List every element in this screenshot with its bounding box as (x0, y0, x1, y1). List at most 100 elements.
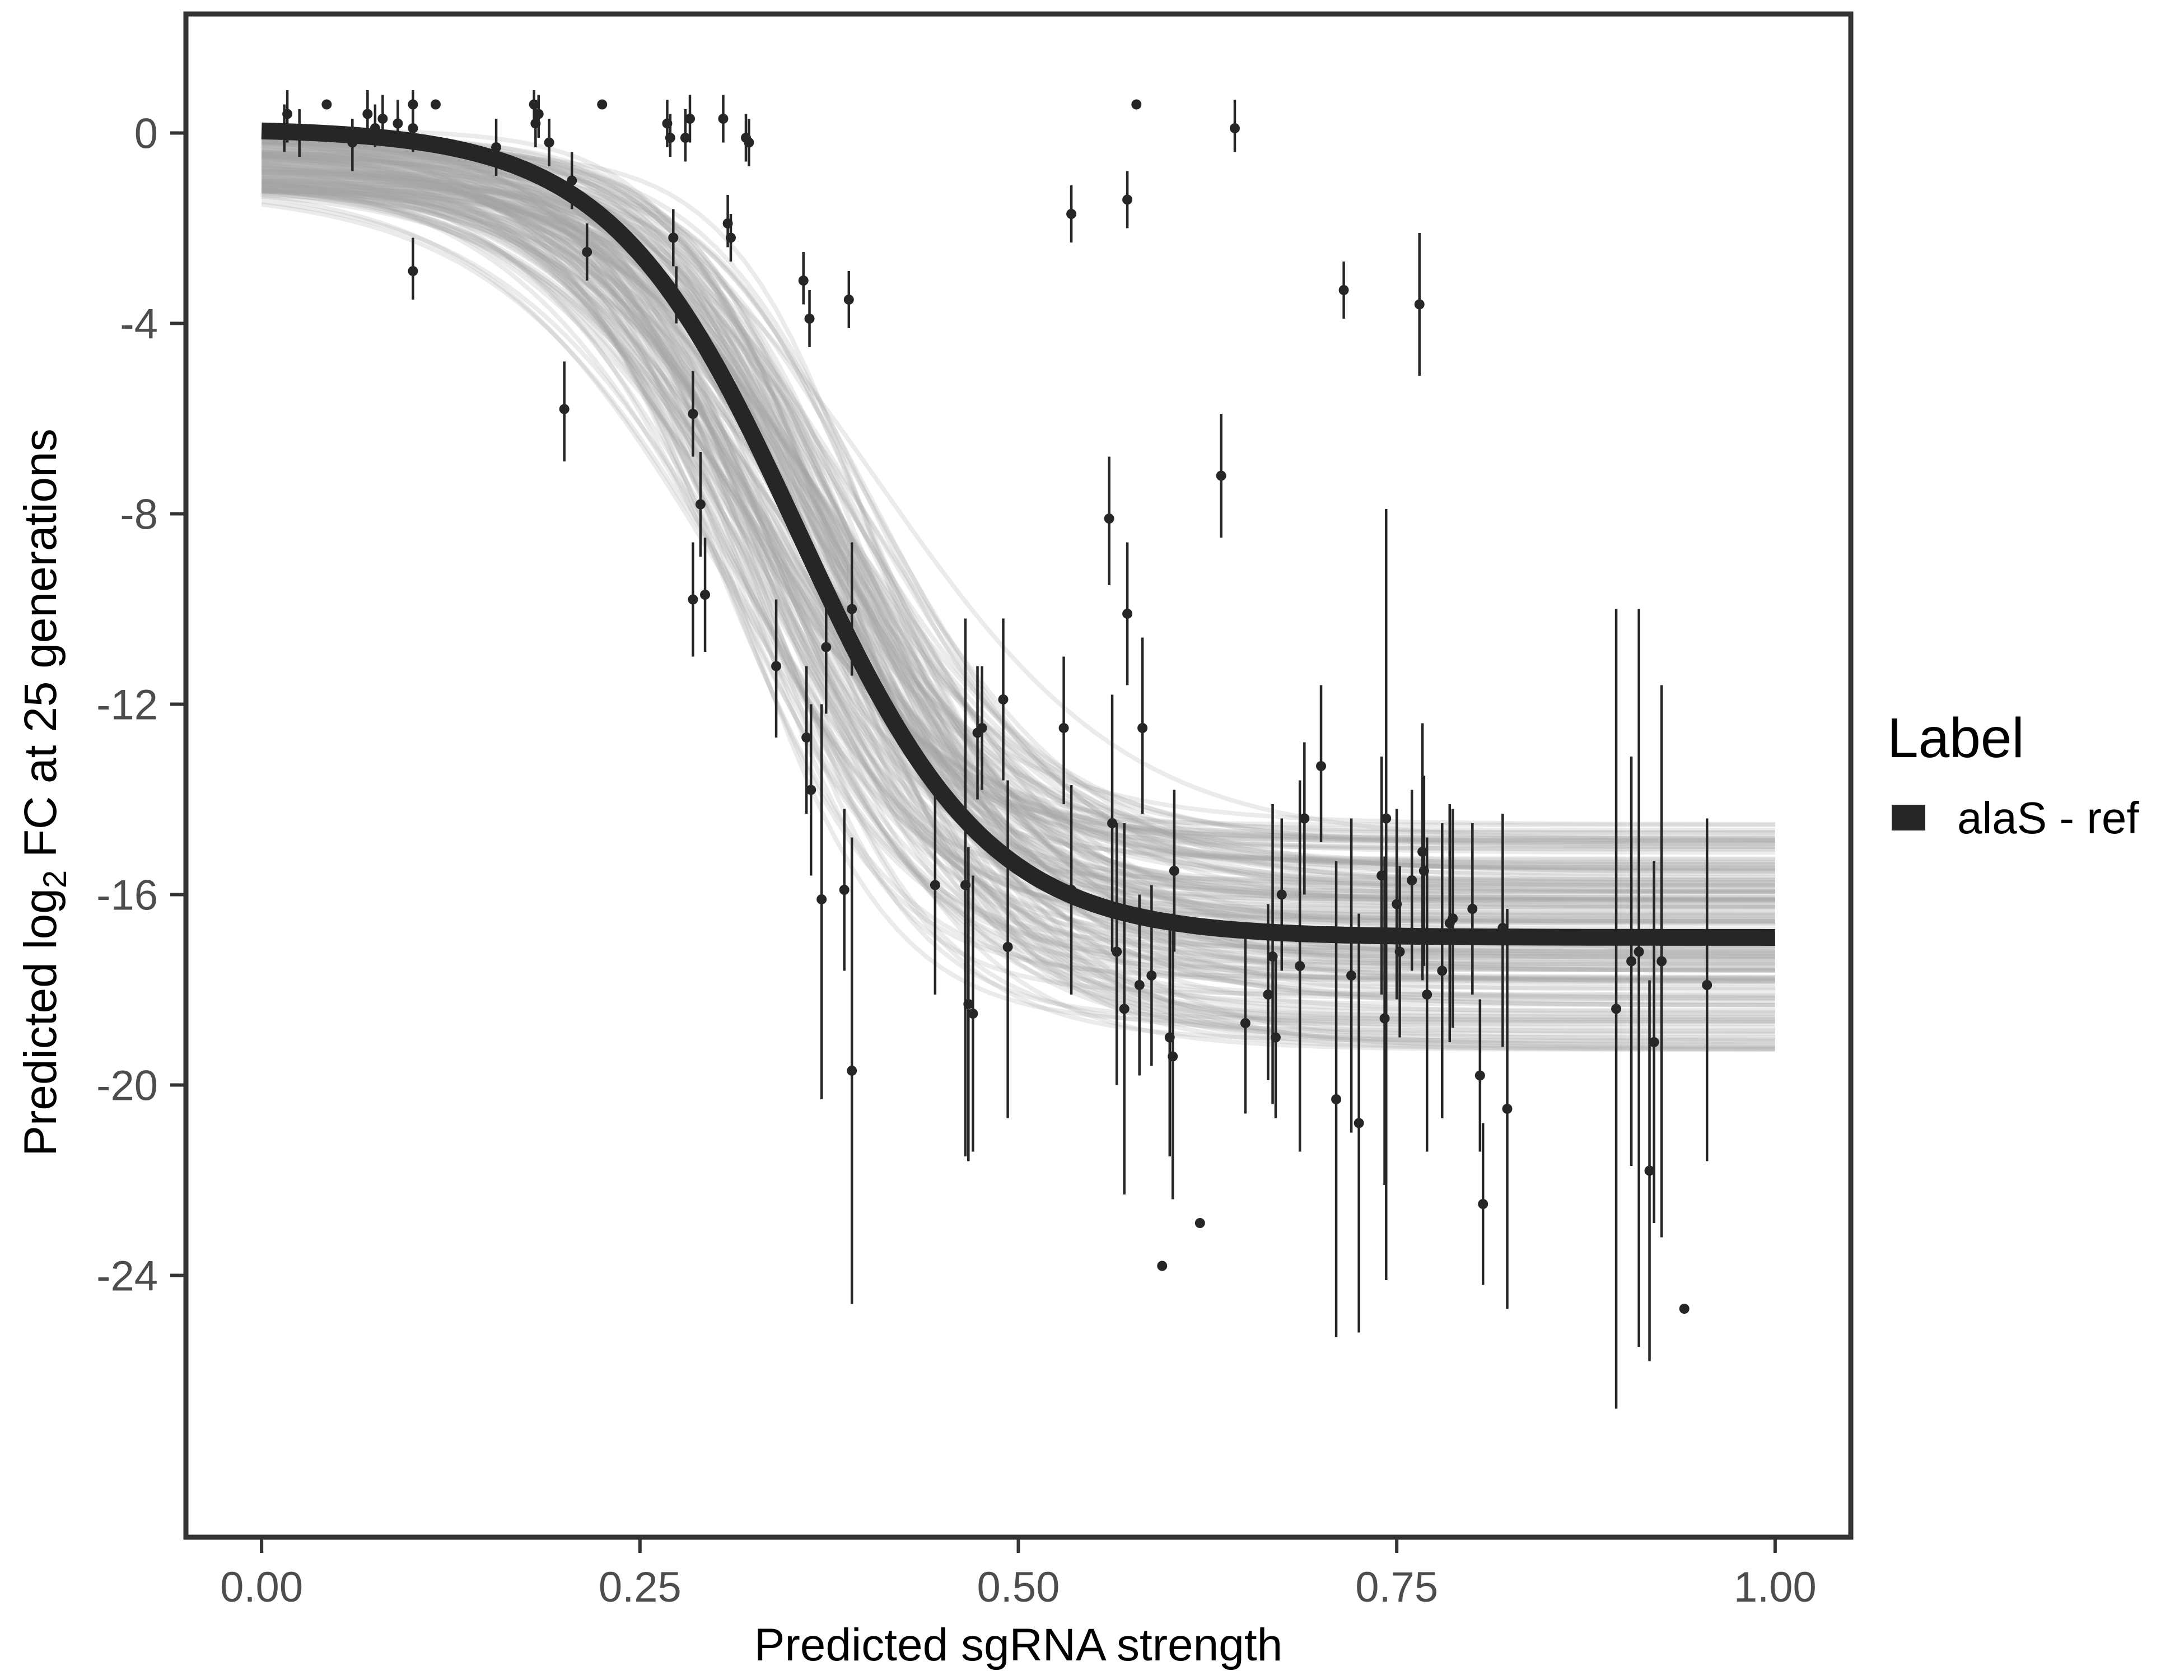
posterior-draw-curve (261, 173, 1775, 906)
data-point (843, 271, 854, 328)
posterior-draw-curve (261, 147, 1775, 973)
data-point (685, 95, 696, 143)
data-point (559, 361, 570, 461)
posterior-draw-curve (261, 134, 1775, 984)
posterior-draw-curve (262, 178, 1775, 1021)
posterior-draw-curve (262, 157, 1775, 902)
posterior-draw-curve (262, 161, 1775, 920)
data-point (1611, 609, 1622, 1409)
point-marker (559, 404, 570, 414)
posterior-draw-curve (261, 189, 1775, 973)
point-marker (1502, 1104, 1513, 1114)
data-point (1276, 818, 1287, 971)
posterior-draw-curve (262, 127, 1775, 862)
posterior-draw-curve (261, 188, 1775, 855)
posterior-draw-curve (261, 189, 1775, 963)
point-marker (393, 118, 403, 129)
point-marker (1331, 1094, 1342, 1104)
posterior-draw-curve (261, 132, 1775, 1037)
data-point (1634, 609, 1644, 1347)
posterior-draw-curve (261, 188, 1775, 979)
legend-key-alaS-ref (1892, 805, 1925, 830)
data-point (1448, 809, 1458, 1028)
posterior-draw-curve (261, 151, 1775, 894)
posterior-draw-curve (262, 179, 1775, 962)
data-point (294, 109, 305, 157)
point-marker (408, 99, 418, 110)
data-point (804, 290, 815, 347)
y-tick-label: 0 (134, 110, 158, 158)
posterior-draw-curve (262, 173, 1775, 893)
point-marker (1381, 813, 1392, 824)
y-tick-label: -4 (120, 301, 158, 348)
point-marker (1122, 194, 1133, 205)
posterior-draw-curve (261, 162, 1775, 971)
data-point (963, 847, 974, 1161)
data-point (1119, 823, 1130, 1194)
posterior-draw-curve (261, 181, 1775, 1004)
data-point (362, 90, 373, 138)
posterior-draw-curve (261, 151, 1775, 849)
point-marker (1467, 904, 1478, 914)
point-marker (362, 109, 373, 119)
posterior-draw-curve (262, 188, 1775, 851)
posterior-draw-curve (261, 147, 1775, 903)
data-point (977, 666, 987, 790)
posterior-draw-curve (262, 154, 1775, 965)
posterior-draw-curve (261, 180, 1775, 1030)
posterior-draw-curve (261, 153, 1775, 983)
posterior-draw-curve (262, 189, 1775, 909)
posterior-draw-curve (261, 163, 1775, 888)
data-point (1131, 99, 1142, 110)
posterior-draw-curve (261, 185, 1775, 1015)
posterior-draw-curve (261, 181, 1775, 889)
point-marker (1194, 1218, 1205, 1228)
point-marker (1058, 723, 1069, 733)
y-axis: 0 -4 -8 -12 -16 -20 -24 (96, 110, 184, 1300)
data-point (1137, 637, 1148, 814)
point-marker (843, 295, 854, 305)
posterior-draw-curve (261, 179, 1775, 951)
data-point (700, 538, 711, 652)
point-marker (1422, 990, 1432, 1000)
data-point (1497, 814, 1508, 1047)
point-marker (1407, 875, 1417, 885)
point-marker (963, 999, 974, 1009)
posterior-draw-curve (262, 161, 1775, 1012)
data-point (582, 223, 592, 281)
point-marker (1414, 299, 1425, 310)
data-point (744, 119, 754, 166)
data-point (725, 214, 736, 262)
y-tick-label: -20 (96, 1062, 158, 1110)
posterior-draw-curve (261, 185, 1775, 904)
point-marker (821, 642, 832, 652)
point-marker (816, 894, 827, 904)
data-point (1649, 861, 1659, 1223)
data-point (408, 109, 418, 152)
posterior-draw-curve (261, 138, 1775, 1043)
data-point (816, 704, 827, 1099)
posterior-draw-curve (261, 156, 1775, 954)
point-marker (671, 290, 682, 300)
y-axis-title-suffix: FC at 25 generations (15, 428, 66, 870)
point-marker (718, 114, 729, 124)
point-marker (1626, 956, 1637, 967)
point-marker (1169, 866, 1179, 876)
data-point (668, 209, 679, 267)
point-marker (567, 175, 577, 186)
posterior-draw-curve (261, 183, 1775, 909)
data-point (533, 95, 544, 138)
posterior-draw-curve (261, 179, 1775, 877)
fit-line-alaS-ref (261, 122, 1775, 946)
point-marker (1474, 1070, 1485, 1081)
x-tick-label: 0.75 (1355, 1564, 1438, 1611)
x-axis: 0.00 0.25 0.50 0.75 1.00 (220, 1539, 1817, 1611)
posterior-draw-curve (261, 179, 1775, 1001)
point-marker (798, 276, 809, 286)
posterior-draw-curve (261, 152, 1775, 880)
x-tick-label: 0.50 (977, 1564, 1060, 1611)
posterior-draw-curve (262, 141, 1775, 922)
data-point (1169, 790, 1179, 952)
point-marker (282, 109, 293, 119)
posterior-draw-curve (262, 155, 1775, 955)
